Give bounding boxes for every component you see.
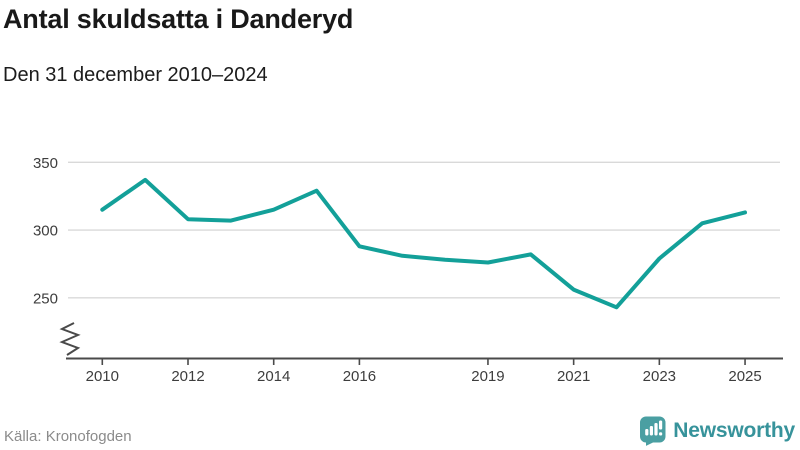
x-tick-label-2025: 2025: [728, 368, 761, 385]
x-tick-label-2023: 2023: [643, 368, 676, 385]
source-note: Källa: Kronofogden: [4, 428, 132, 445]
x-tick-label-2012: 2012: [171, 368, 204, 385]
gridlines: [68, 161, 780, 299]
x-tick-label-2014: 2014: [257, 368, 290, 385]
y-tick-label-350: 350: [33, 155, 58, 172]
x-axis-labels: 2010 2012 2014 2016 2019 2021 2023 2025: [86, 368, 762, 385]
y-axis-break-icon: [59, 322, 81, 356]
bar-chart-glyph: [645, 420, 663, 436]
x-tick-label-2019: 2019: [471, 368, 504, 385]
x-axis: [59, 322, 783, 360]
y-tick-label-300: 300: [33, 223, 58, 240]
newsworthy-wordmark: Newsworthy: [673, 419, 795, 442]
newsworthy-logo: Newsworthy: [639, 416, 795, 446]
page-subtitle: Den 31 december 2010–2024: [3, 64, 268, 86]
y-tick-label-250: 250: [33, 290, 58, 307]
x-tick-label-2016: 2016: [343, 368, 376, 385]
x-tick-label-2010: 2010: [86, 368, 119, 385]
data-line-antal-skuldsatta: [100, 177, 747, 310]
x-axis-ticks: [101, 358, 746, 365]
y-axis-labels: 350 300 250: [33, 155, 58, 307]
page-title: Antal skuldsatta i Danderyd: [3, 4, 354, 34]
newsworthy-bubble-bar-chart-icon: [640, 416, 666, 446]
x-tick-label-2021: 2021: [557, 368, 590, 385]
